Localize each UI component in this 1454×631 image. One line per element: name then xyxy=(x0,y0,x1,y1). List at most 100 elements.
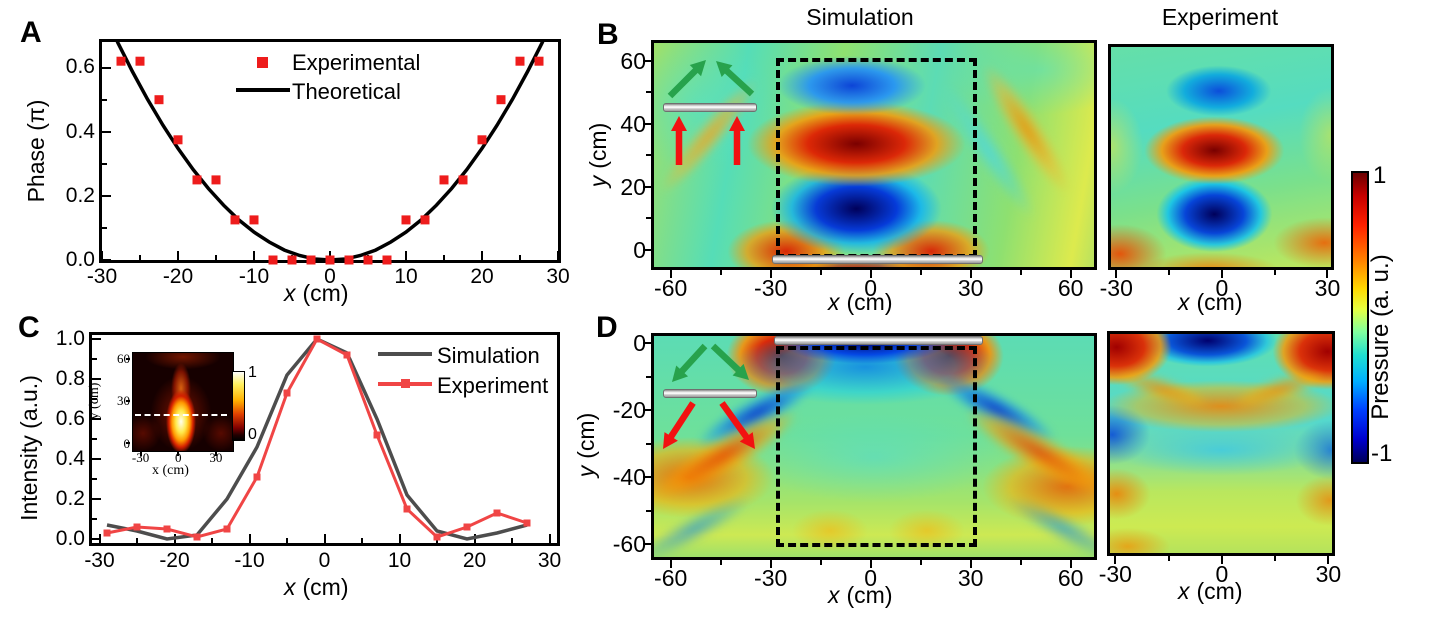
xlabel-unit: (cm) xyxy=(302,280,349,306)
tick-mark xyxy=(92,458,101,460)
tick-mark xyxy=(405,251,407,260)
tick-label: 0.2 xyxy=(65,183,95,207)
tick-label: 60 xyxy=(117,351,130,367)
data-point xyxy=(193,533,201,541)
tick-mark xyxy=(481,251,483,260)
tick-label: -30 xyxy=(1099,275,1133,301)
legend-marker-experimental xyxy=(257,57,268,68)
tick-mark xyxy=(919,270,922,275)
tick-mark xyxy=(557,251,559,260)
panel-a-label: A xyxy=(20,16,42,49)
legend-label-experimental: Experimental xyxy=(292,50,421,75)
data-point xyxy=(493,509,501,517)
tick-mark xyxy=(92,478,97,480)
data-point xyxy=(463,523,471,531)
tick-mark xyxy=(969,560,972,568)
tick-label: 30 xyxy=(1314,275,1341,301)
tick-label: 20 xyxy=(462,549,487,572)
tick-label: 0 xyxy=(1215,275,1229,301)
tick-label: 60 xyxy=(620,47,646,74)
tick-mark xyxy=(214,452,217,456)
xlabel-var: x xyxy=(828,582,840,608)
tick-mark xyxy=(511,538,513,543)
data-point xyxy=(135,56,145,66)
tick-mark xyxy=(215,255,217,260)
inset-colorbar-max: 1 xyxy=(248,364,257,381)
tick-label: 30 xyxy=(957,275,984,301)
tick-mark xyxy=(177,251,179,260)
tick-label: -30 xyxy=(754,565,788,591)
tick-mark xyxy=(92,378,101,380)
tick-mark xyxy=(92,498,101,500)
panel-c-label: C xyxy=(18,311,40,344)
data-point xyxy=(439,175,449,185)
source-bar-d xyxy=(774,336,983,345)
tick-mark xyxy=(1273,270,1276,275)
tick-mark xyxy=(643,185,651,188)
tick-mark xyxy=(126,357,130,360)
data-point xyxy=(253,473,261,481)
tick-mark xyxy=(102,259,111,261)
tick-mark xyxy=(643,409,651,412)
simulation-title: Simulation xyxy=(806,4,914,30)
data-point xyxy=(401,215,411,225)
tick-mark xyxy=(643,476,651,479)
tick-mark xyxy=(643,342,651,345)
tick-label: -60 xyxy=(612,530,646,557)
tick-mark xyxy=(1326,270,1329,278)
tick-label: 0 xyxy=(318,549,331,572)
heatmap-b-experiment xyxy=(1108,44,1334,270)
data-point xyxy=(382,255,392,265)
inset-heatmap xyxy=(132,352,234,452)
xlabel-unit: (cm) xyxy=(846,582,893,608)
tick-mark xyxy=(1069,270,1072,278)
tick-mark xyxy=(92,538,101,540)
tick-label: 30 xyxy=(117,393,130,409)
tick-label: 0 xyxy=(864,565,878,591)
tick-mark xyxy=(919,560,922,565)
tick-mark xyxy=(92,438,97,440)
tick-label: 0 xyxy=(174,450,182,465)
tick-mark xyxy=(969,270,972,278)
tick-label: -20 xyxy=(612,396,646,423)
tick-label: 0.8 xyxy=(55,366,85,390)
panel-d-sim-xlabel: x (cm) xyxy=(828,582,892,609)
tick-label: 0 xyxy=(864,275,878,301)
data-point xyxy=(420,215,430,225)
data-point xyxy=(343,351,351,359)
tick-mark xyxy=(769,270,772,278)
tick-mark xyxy=(1168,270,1171,275)
panel-b-label: B xyxy=(597,18,619,51)
panel-a-chart xyxy=(115,40,545,265)
tick-mark xyxy=(643,248,651,251)
colorbar-max-tick: 1 xyxy=(1373,162,1387,189)
experiment-title: Experiment xyxy=(1161,4,1279,30)
tick-mark xyxy=(102,194,111,197)
tick-label: 60 xyxy=(1057,565,1084,591)
tick-mark xyxy=(669,560,672,568)
data-point xyxy=(249,215,259,225)
field-streak xyxy=(1000,487,1094,557)
tick-mark xyxy=(1019,560,1022,565)
data-point xyxy=(173,135,183,145)
tick-mark xyxy=(1115,270,1118,278)
colorbar-label: Pressure (a. u.) xyxy=(1367,254,1394,420)
tick-label: 0 xyxy=(123,435,131,451)
tick-mark xyxy=(248,534,251,543)
data-line xyxy=(106,336,528,539)
tick-label: -40 xyxy=(612,463,646,490)
tick-label: 0 xyxy=(633,330,646,357)
tick-mark xyxy=(1274,556,1277,561)
data-point xyxy=(325,255,335,265)
tick-label: 0 xyxy=(1215,561,1229,587)
data-point xyxy=(313,335,321,343)
data-point xyxy=(515,56,525,66)
tick-label: 10 xyxy=(394,265,418,288)
tick-mark xyxy=(102,162,107,165)
inset-dashed-cut-line xyxy=(135,414,227,416)
data-point xyxy=(523,519,531,527)
tick-label: 60 xyxy=(1057,275,1084,301)
tick-label: 30 xyxy=(209,450,223,465)
tick-label: -20 xyxy=(159,549,190,572)
